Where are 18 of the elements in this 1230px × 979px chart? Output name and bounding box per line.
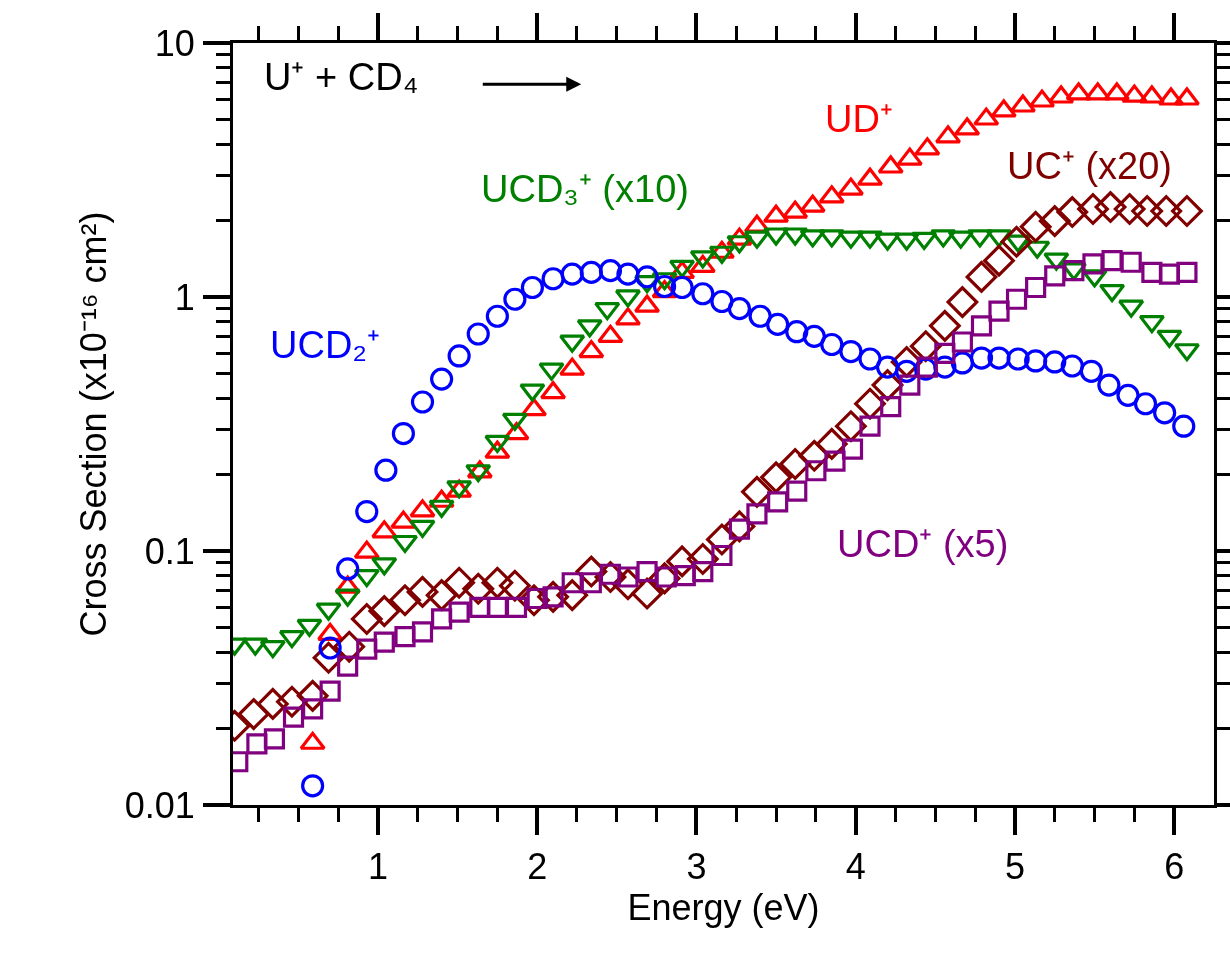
- x-tick-label: 2: [527, 846, 548, 888]
- x-tick-label: 5: [1004, 846, 1025, 888]
- series-label: UCD₂⁺: [270, 324, 381, 366]
- x-tick-label: 4: [845, 846, 866, 888]
- y-tick-label: 0.1: [144, 530, 195, 572]
- y-axis-title: Cross Section (x10⁻¹⁶ cm²): [72, 211, 114, 637]
- annotation: U⁺ + CD₄: [264, 56, 419, 98]
- x-tick-label: 6: [1164, 846, 1185, 888]
- x-axis-title: Energy (eV): [627, 887, 820, 929]
- y-tick-label: 0.01: [124, 784, 195, 826]
- y-tick-label: 1: [174, 276, 195, 318]
- y-tick-label: 10: [154, 22, 195, 64]
- x-tick-label: 1: [367, 846, 388, 888]
- series-label: UD⁺: [825, 98, 893, 140]
- x-tick-label: 3: [686, 846, 707, 888]
- series-label: UCD₃⁺ (x10): [481, 168, 689, 210]
- series-label: UCD⁺ (x5): [837, 523, 1009, 565]
- series-label: UC⁺ (x20): [1007, 145, 1173, 187]
